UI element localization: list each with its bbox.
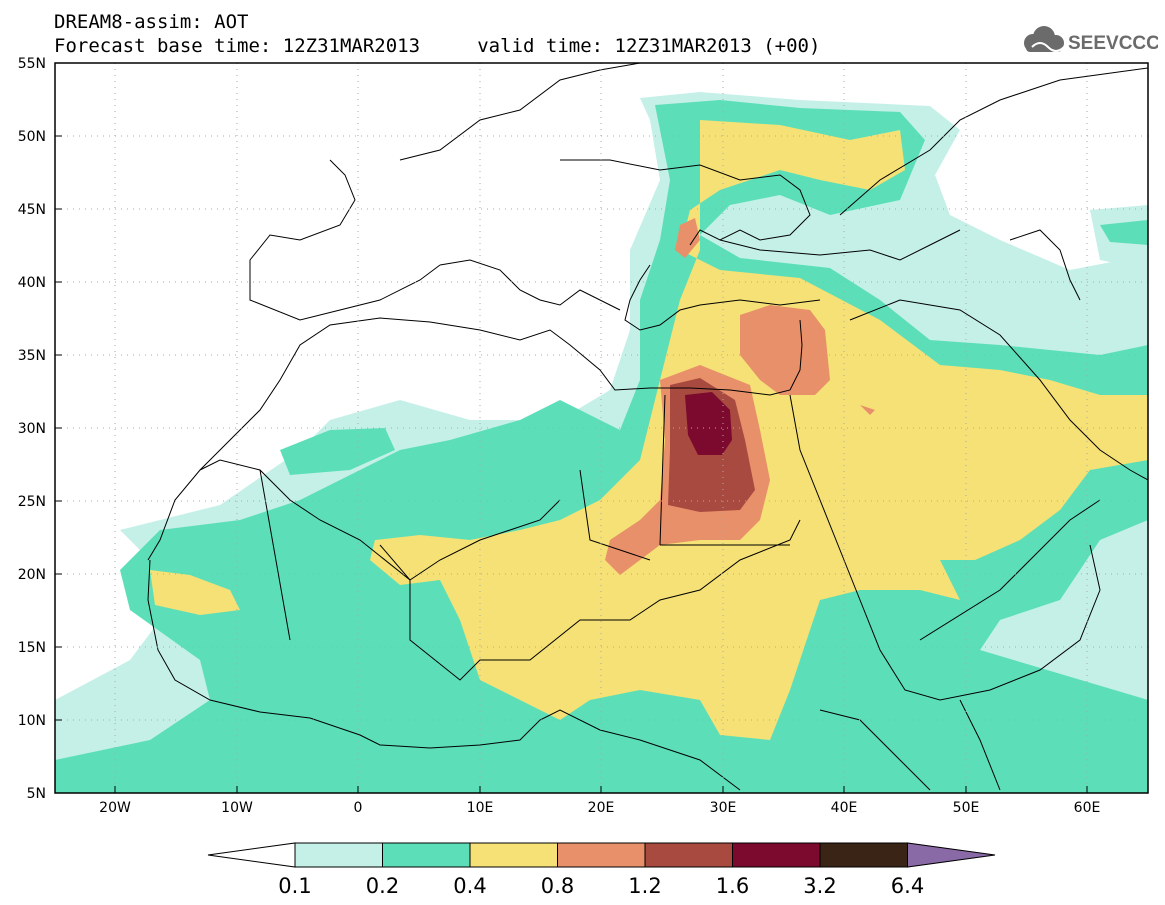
- colorbar-segment: [819, 842, 908, 868]
- lon-label: 50E: [953, 800, 980, 816]
- forecast-time-subtitle: Forecast base time: 12Z31MAR2013 valid t…: [54, 35, 821, 57]
- colorbar-segment: [644, 842, 733, 868]
- lat-label: 50N: [18, 129, 46, 145]
- lat-label: 30N: [18, 421, 46, 437]
- lat-label: 35N: [18, 348, 46, 364]
- colorbar-label: 0.1: [278, 874, 311, 898]
- colorbar-label: 3.2: [803, 874, 836, 898]
- colorbar-under-arrow: [207, 842, 296, 868]
- colorbar-segment: [294, 842, 383, 868]
- lon-label: 20E: [588, 800, 615, 816]
- lon-label: 10W: [221, 800, 253, 816]
- lat-label: 20N: [18, 567, 46, 583]
- colorbar-label: 6.4: [891, 874, 924, 898]
- colorbar-segment: [382, 842, 471, 868]
- lon-label: 40E: [831, 800, 858, 816]
- longitude-labels: 20W 10W 0 10E 20E 30E 40E 50E 60E: [99, 800, 1100, 816]
- lat-label: 15N: [18, 640, 46, 656]
- colorbar-label: 0.2: [366, 874, 399, 898]
- lon-label: 60E: [1074, 800, 1101, 816]
- aot-shading: [55, 92, 1148, 793]
- lat-label: 45N: [18, 202, 46, 218]
- lat-label: 10N: [18, 713, 46, 729]
- colorbar-segment: [732, 842, 821, 868]
- cloud-icon: [1024, 26, 1065, 52]
- colorbar-label: 0.4: [453, 874, 486, 898]
- lon-label: 10E: [467, 800, 494, 816]
- colorbar-label: 1.2: [628, 874, 661, 898]
- colorbar-label: 1.6: [716, 874, 749, 898]
- colorbar-label: 0.8: [541, 874, 574, 898]
- coastlines-borders: [147, 63, 1148, 791]
- lat-label: 25N: [18, 494, 46, 510]
- logo-text: SEEVCCC: [1068, 33, 1158, 54]
- seevccc-logo: SEEVCCC: [1024, 26, 1158, 54]
- axis-ticks: [55, 135, 1088, 793]
- map-title: DREAM8-assim: AOT: [54, 11, 249, 33]
- lat-label: 55N: [18, 56, 46, 72]
- lat-label: 40N: [18, 275, 46, 291]
- latitude-labels: 55N 50N 45N 40N 35N 30N 25N 20N 15N 10N …: [18, 56, 46, 802]
- lon-label: 30E: [710, 800, 737, 816]
- colorbar-segment: [469, 842, 558, 868]
- graticule: [55, 63, 1148, 793]
- lon-label: 20W: [99, 800, 131, 816]
- colorbar-over-arrow: [907, 842, 996, 868]
- lat-label: 5N: [27, 786, 46, 802]
- colorbar-segment: [557, 842, 646, 868]
- lon-label: 0: [354, 800, 363, 816]
